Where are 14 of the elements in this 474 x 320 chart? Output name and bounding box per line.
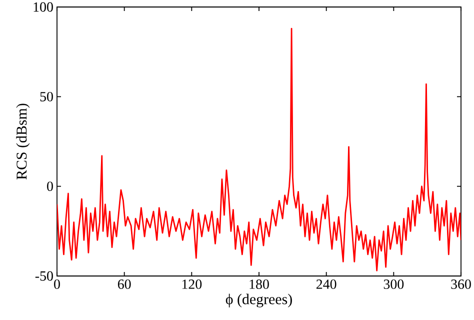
x-tick-label: 0 — [54, 280, 60, 289]
y-tick-label: 50 — [40, 92, 53, 102]
y-tick-label: 0 — [47, 182, 53, 192]
x-axis-title: ϕ (degrees) — [226, 294, 292, 308]
y-tick-label: 100 — [34, 2, 53, 12]
y-axis-title: RCS (dBsm) — [16, 104, 30, 180]
x-tick-label: 300 — [384, 280, 404, 289]
x-tick-label: 180 — [250, 280, 269, 289]
x-tick-label: 360 — [451, 280, 471, 289]
x-tick-label: 240 — [316, 280, 336, 289]
x-tick-label: 60 — [118, 280, 131, 289]
y-tick-label: -50 — [35, 271, 53, 281]
line-series — [57, 28, 461, 272]
x-tick-label: 120 — [182, 280, 202, 289]
